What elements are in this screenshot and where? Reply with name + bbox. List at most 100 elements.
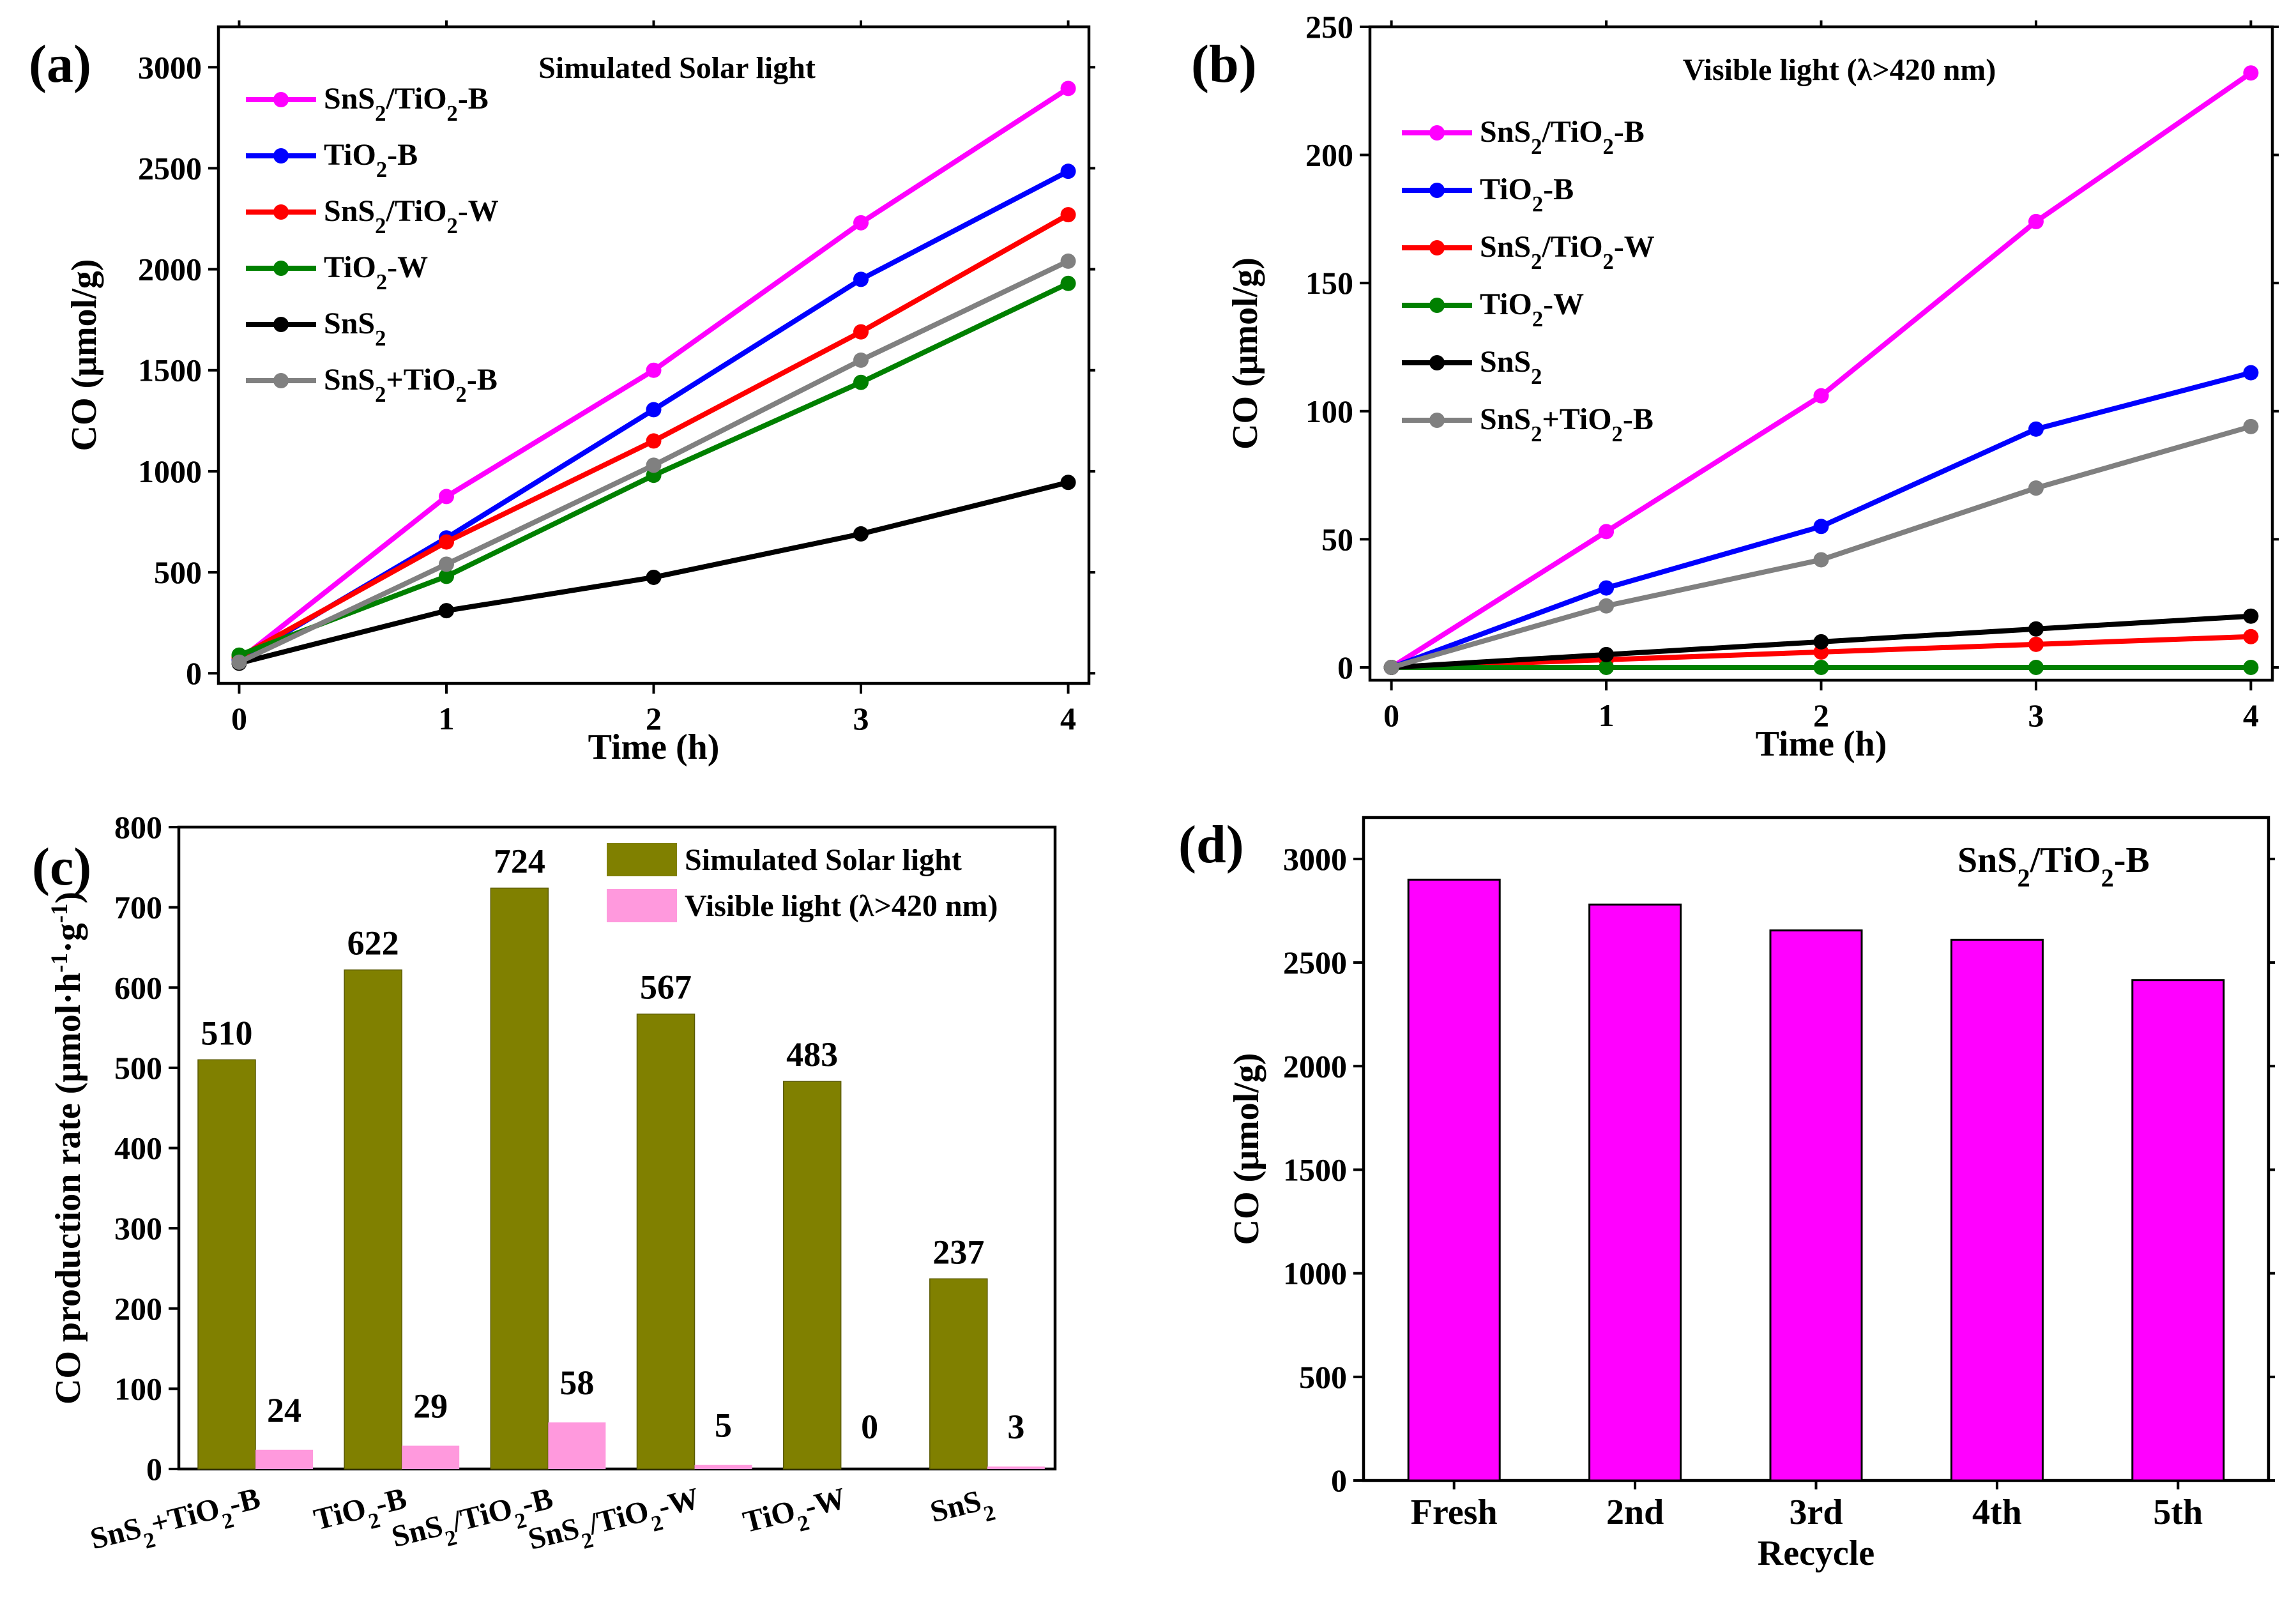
data-point: [2028, 659, 2044, 675]
x-tick-label: 3: [2028, 697, 2044, 733]
y-tick-label: 2000: [138, 252, 202, 287]
x-tick-label: TiO2-W: [740, 1481, 851, 1549]
data-point: [853, 215, 869, 231]
data-point: [1599, 646, 1615, 662]
data-point: [438, 556, 454, 572]
x-tick-label: SnS2+TiO2-B: [87, 1481, 266, 1566]
legend-label: SnS2/TiO2-W: [324, 194, 499, 238]
y-tick-label: 1000: [138, 453, 202, 489]
panel-label: (d): [1178, 815, 1244, 874]
chart-title: Simulated Solar light: [538, 51, 816, 85]
data-point: [853, 271, 869, 287]
x-axis-label: Time (h): [1756, 724, 1887, 764]
y-tick-label: 1000: [1283, 1256, 1347, 1291]
bar: [344, 969, 402, 1470]
panel-b: 0 50 100 150 200 250 0 1 2 3 4 SnS2/TiO2-B TiO2-B SnS…: [1191, 9, 2279, 764]
data-point: [438, 568, 454, 584]
x-tick-label: 5th: [2153, 1493, 2203, 1532]
data-label: 5: [715, 1406, 732, 1445]
data-point: [1813, 519, 1829, 535]
data-point: [438, 534, 454, 550]
y-tick-label: 500: [114, 1050, 162, 1086]
bar: [197, 1059, 256, 1470]
y-tick-label: 700: [114, 890, 162, 925]
x-tick-label: SnS2: [927, 1481, 998, 1539]
data-point: [853, 352, 869, 368]
chart-title: SnS2/TiO2-B: [1958, 841, 2150, 892]
data-label: 483: [786, 1035, 838, 1074]
x-tick-label: 3rd: [1790, 1493, 1843, 1532]
legend-swatch: [607, 843, 677, 876]
x-tick-label: 2nd: [1606, 1493, 1664, 1532]
y-tick-label: 2500: [138, 150, 202, 186]
data-point: [1813, 659, 1829, 675]
data-label: 58: [559, 1364, 594, 1402]
y-tick-label: 600: [114, 970, 162, 1005]
y-tick-label: 200: [1305, 137, 1353, 173]
x-tick-label: 0: [1383, 697, 1399, 733]
bar: [987, 1466, 1045, 1469]
y-tick-label: 250: [1305, 9, 1353, 45]
x-axis-label: Recycle: [1758, 1533, 1874, 1573]
legend-marker: [1429, 240, 1445, 255]
y-tick-label: 150: [1305, 265, 1353, 301]
legend-marker: [273, 373, 289, 388]
chart-title: Visible light (λ>420 nm): [1683, 53, 1996, 87]
data-label: 0: [861, 1408, 878, 1446]
data-label: 510: [201, 1014, 253, 1052]
data-point: [2028, 421, 2044, 437]
y-tick-label: 0: [1337, 650, 1353, 685]
bar: [1769, 929, 1863, 1482]
panel-a: 0 500 1000 1500 2000 2500 3000 0 1 2 3 4 SnS2/TiO2-B…: [29, 20, 1095, 767]
legend-label: TiO2-W: [324, 250, 428, 294]
data-label: 29: [413, 1387, 448, 1426]
data-label: 724: [494, 842, 545, 880]
y-tick-label: 1500: [1283, 1152, 1347, 1187]
bar: [636, 1013, 696, 1470]
legend-marker: [273, 261, 289, 276]
y-tick-label: 2000: [1283, 1048, 1347, 1084]
data-point: [2243, 418, 2259, 434]
legend-label: SnS2/TiO2-B: [324, 82, 489, 126]
legend-marker: [1429, 183, 1445, 198]
series-SnS2+TiO2-B: [231, 253, 1076, 670]
bar: [694, 1465, 752, 1469]
data-point: [1599, 524, 1615, 540]
data-point: [853, 526, 869, 542]
data-point: [438, 603, 454, 619]
data-point: [646, 433, 662, 449]
x-tick-label: 0: [231, 701, 247, 736]
plot-frame: [177, 825, 1057, 1471]
x-tick-label: SnS2/TiO2-W: [525, 1481, 705, 1566]
legend-label: TiO2-B: [1480, 172, 1574, 217]
data-point: [1813, 634, 1829, 650]
bar: [2131, 979, 2225, 1482]
y-tick-label: 3000: [138, 49, 202, 85]
bar: [929, 1278, 988, 1470]
data-label: 567: [640, 968, 692, 1007]
bar: [402, 1445, 460, 1469]
data-label: 622: [347, 924, 399, 963]
legend-marker: [1429, 355, 1445, 370]
data-point: [1060, 253, 1076, 269]
data-point: [2243, 365, 2259, 381]
y-tick-label: 50: [1321, 521, 1353, 557]
bar: [1950, 938, 2044, 1482]
y-tick-label: 300: [114, 1210, 162, 1246]
data-point: [1060, 475, 1076, 491]
data-label: 24: [267, 1391, 301, 1429]
y-tick-label: 0: [1331, 1463, 1347, 1498]
data-point: [1060, 207, 1076, 223]
x-tick-label: 4th: [1972, 1493, 2022, 1532]
data-point: [853, 324, 869, 340]
panel-label: (a): [29, 34, 91, 94]
x-tick-label: 1: [1599, 697, 1615, 733]
data-point: [2243, 628, 2259, 644]
y-axis-label: CO (μmol/g): [65, 259, 104, 452]
bar: [548, 1422, 606, 1469]
x-tick-label: 1: [438, 701, 454, 736]
series-SnS2: [231, 475, 1076, 671]
bar: [255, 1449, 313, 1469]
panel-c: 0 100 200 300 400 500 600 700 800 510 24 SnS2+TiO2-…: [32, 809, 1057, 1566]
